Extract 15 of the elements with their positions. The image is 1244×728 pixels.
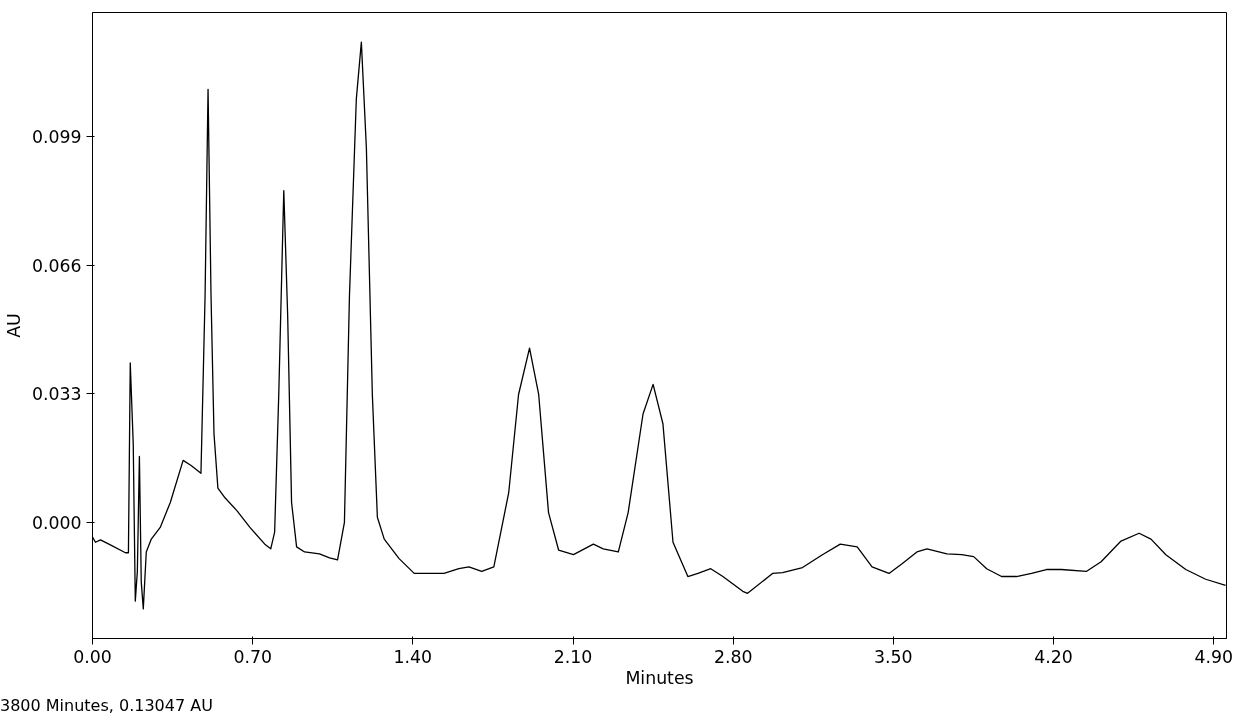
x-tick-label: 2.10 [553, 646, 593, 667]
x-tick-label: 0.00 [73, 646, 112, 667]
y-tick-label: 0.033 [31, 384, 82, 405]
x-tick-label: 1.40 [393, 646, 433, 667]
x-axis-title: Minutes [625, 667, 694, 688]
y-tick-label: 0.000 [31, 512, 82, 533]
x-tick-label: 4.90 [1194, 646, 1233, 667]
x-tick-label: 4.20 [1034, 646, 1073, 667]
x-tick-label: 0.70 [233, 646, 272, 667]
y-tick-label: 0.066 [31, 255, 82, 276]
x-tick-label: 2.80 [713, 646, 753, 667]
y-tick-label: 0.099 [31, 126, 82, 147]
x-tick-label: 3.50 [874, 646, 913, 667]
y-axis-title: AU [3, 313, 24, 338]
text: 3800 Minutes, 0.13047 AU [0, 695, 213, 717]
